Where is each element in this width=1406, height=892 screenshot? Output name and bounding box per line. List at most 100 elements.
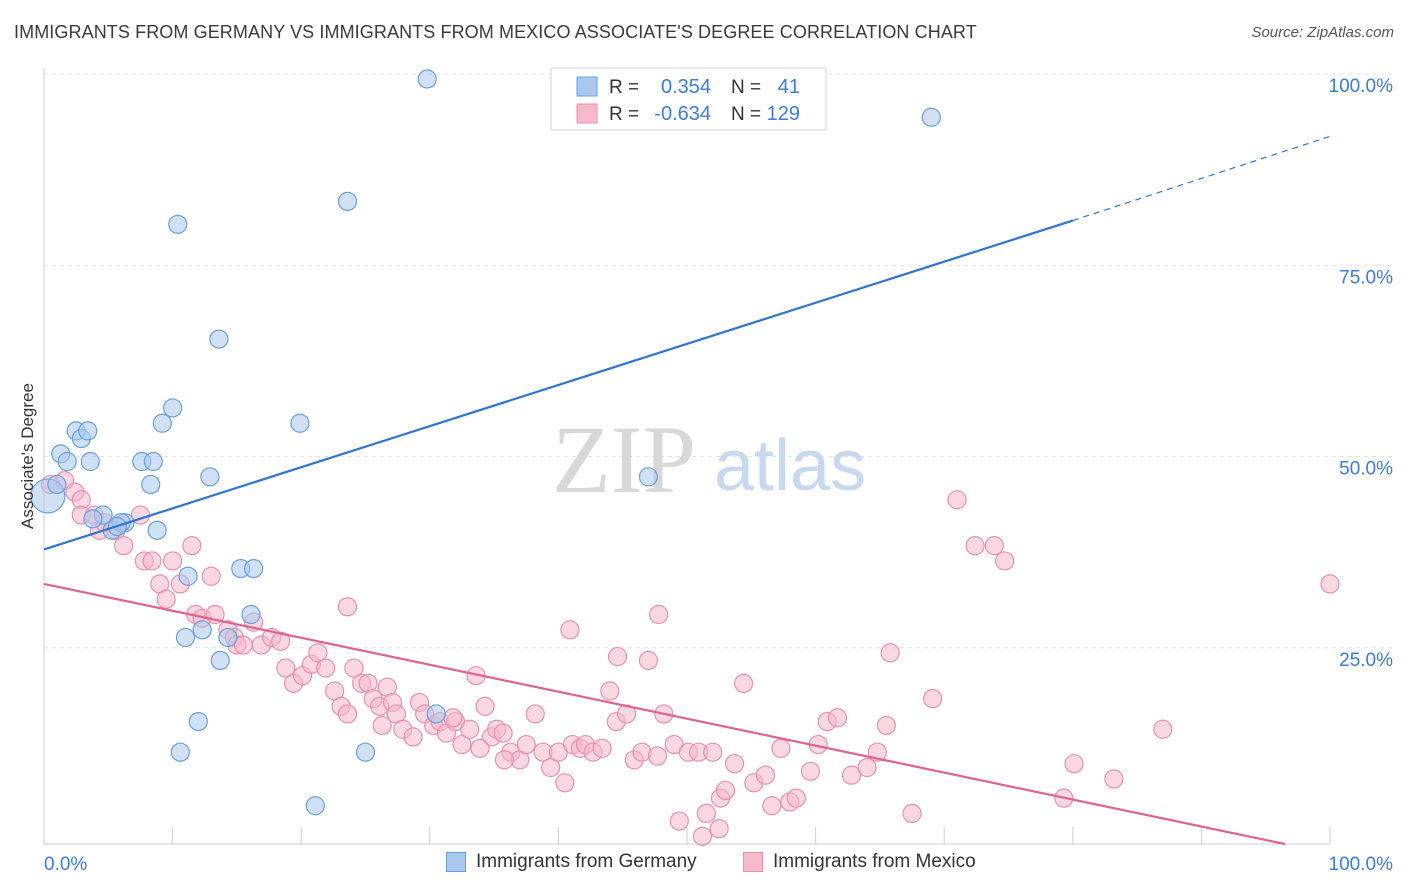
- mexico-point-117: [1320, 574, 1340, 594]
- mexico-point-80: [638, 650, 659, 671]
- legend-r-label-2: R =: [609, 104, 639, 125]
- mexico-point-118: [709, 819, 729, 839]
- germany-trend-line: [43, 219, 1074, 551]
- mexico-point-114: [1064, 754, 1084, 774]
- legend-item-germany[interactable]: Immigrants from Germany: [446, 851, 697, 873]
- mexico-point-30: [276, 658, 296, 678]
- germany-point-28: [290, 413, 310, 433]
- germany-point-37: [426, 704, 446, 724]
- mexico-point-35: [316, 658, 336, 678]
- legend-germany-label: Immigrants from Germany: [476, 851, 697, 872]
- germany-point-19: [175, 627, 196, 648]
- germany-point-4: [80, 451, 100, 472]
- mexico-point-109: [947, 490, 967, 510]
- germany-point-3: [57, 451, 77, 472]
- chart-title: IMMIGRANTS FROM GERMANY VS IMMIGRANTS FR…: [14, 22, 977, 42]
- mexico-point-111: [984, 536, 1004, 556]
- germany-point-32: [305, 796, 325, 816]
- legend-r-label-1: R =: [609, 77, 639, 98]
- legend-n-label-2: N =: [731, 104, 761, 125]
- legend-n-value-2: 129: [767, 103, 800, 125]
- germany-point-38: [83, 509, 103, 529]
- mexico-point-64: [516, 734, 536, 755]
- mexico-point-9: [114, 536, 134, 556]
- x-min-label: 0.0%: [44, 854, 87, 875]
- mexico-point-65: [525, 704, 545, 724]
- watermark: ZIP atlas: [552, 406, 866, 513]
- x-max-label: 100.0%: [1329, 854, 1394, 875]
- mexico-point-20: [201, 566, 221, 586]
- mexico-point-88: [703, 742, 723, 762]
- legend-germany-swatch: [576, 76, 598, 97]
- mexico-trend-line: [43, 582, 1286, 846]
- germany-point-27: [244, 558, 264, 579]
- mexico-point-123: [337, 597, 358, 617]
- axes: [43, 68, 1331, 845]
- germany-swatch: [446, 852, 466, 872]
- trend-lines: [43, 135, 1331, 846]
- top-legend: R = 0.354 N = 41 R = -0.634 N = 129: [550, 67, 827, 131]
- germany-point-17: [168, 214, 188, 234]
- legend-n-label-1: N =: [731, 77, 761, 98]
- germany-point-36: [921, 107, 941, 127]
- legend-mexico-swatch: [576, 103, 598, 124]
- germany-trend-extension: [1072, 135, 1331, 222]
- bottom-legend: Immigrants from Germany Immigrants from …: [0, 851, 1406, 879]
- mexico-points: [40, 471, 1340, 846]
- germany-point-24: [218, 627, 238, 648]
- legend-item-mexico[interactable]: Immigrants from Mexico: [743, 851, 976, 873]
- mexico-point-94: [755, 765, 776, 785]
- mexico-point-125: [443, 708, 463, 728]
- germany-point-20: [192, 620, 212, 640]
- mexico-point-99: [800, 761, 821, 781]
- mexico-point-55: [452, 734, 472, 755]
- germany-point-35: [638, 467, 659, 487]
- germany-point-15: [152, 413, 172, 433]
- watermark-zip: ZIP: [552, 406, 696, 513]
- germany-point-14: [147, 520, 167, 540]
- y-tick-label-3: 100.0%: [1329, 76, 1394, 97]
- germany-point-26: [241, 604, 261, 625]
- germany-point-12: [143, 451, 163, 472]
- germany-point-6: [78, 421, 98, 441]
- y-tick-label-1: 50.0%: [1339, 459, 1393, 480]
- mexico-point-38: [337, 704, 358, 724]
- germany-point-13: [141, 474, 161, 495]
- germany-point-34: [170, 742, 190, 762]
- mexico-point-124: [372, 715, 392, 736]
- y-tick-label-0: 25.0%: [1339, 650, 1393, 671]
- source-label: Source: ZipAtlas.com: [1251, 24, 1394, 41]
- mexico-point-101: [827, 708, 848, 728]
- mexico-point-105: [876, 715, 896, 736]
- germany-point-22: [209, 329, 229, 349]
- mexico-point-84: [669, 811, 689, 831]
- mexico-swatch: [743, 852, 763, 872]
- germany-point-31: [417, 69, 437, 89]
- mexico-point-106: [880, 643, 900, 663]
- mexico-point-74: [592, 738, 612, 758]
- mexico-point-56: [460, 719, 480, 739]
- mexico-point-91: [724, 754, 745, 774]
- mexico-point-126: [470, 738, 490, 758]
- germany-point-33: [188, 711, 208, 732]
- mexico-point-34: [308, 643, 328, 663]
- germany-point-16: [163, 398, 183, 418]
- mexico-point-87: [696, 803, 716, 824]
- germany-point-29: [337, 191, 358, 211]
- germany-point-18: [178, 566, 198, 586]
- mexico-point-61: [493, 723, 513, 743]
- mexico-point-75: [600, 681, 620, 701]
- mexico-point-81: [647, 746, 668, 766]
- mexico-point-110: [965, 536, 985, 556]
- mexico-point-127: [607, 646, 628, 667]
- y-tick-label-2: 75.0%: [1339, 267, 1393, 288]
- mexico-point-95: [762, 796, 782, 816]
- mexico-point-12: [142, 551, 162, 571]
- mexico-point-108: [923, 689, 943, 709]
- mexico-point-115: [1104, 769, 1124, 789]
- y-axis-label: Associate's Degree: [18, 383, 37, 529]
- mexico-point-107: [902, 803, 922, 824]
- legend-r-value-2: -0.634: [654, 103, 711, 125]
- mexico-point-67: [541, 757, 561, 778]
- watermark-atlas: atlas: [714, 426, 866, 506]
